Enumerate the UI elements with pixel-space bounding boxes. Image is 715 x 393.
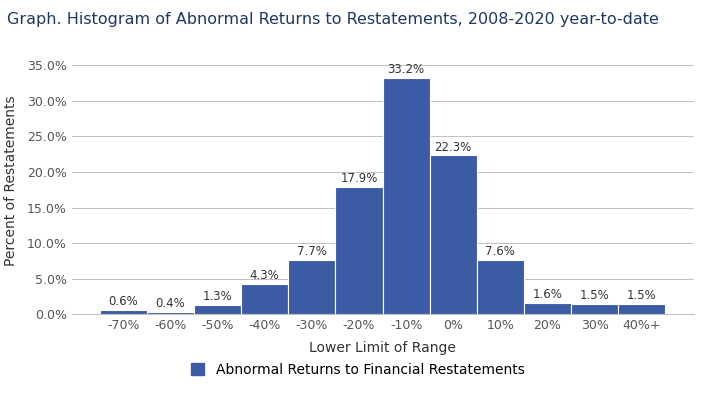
Bar (288, 259, 335, 314)
Text: 0.6%: 0.6% (109, 296, 138, 309)
Bar (571, 304, 618, 314)
Bar (477, 260, 524, 314)
Text: 33.2%: 33.2% (388, 63, 425, 76)
Bar (100, 310, 147, 314)
Legend: Abnormal Returns to Financial Restatements: Abnormal Returns to Financial Restatemen… (185, 357, 530, 382)
Text: 1.5%: 1.5% (627, 289, 656, 302)
Bar (383, 78, 430, 314)
Text: 22.3%: 22.3% (435, 141, 472, 154)
Text: 7.7%: 7.7% (297, 245, 327, 258)
Text: 1.5%: 1.5% (580, 289, 609, 302)
Text: Graph. Histogram of Abnormal Returns to Restatements, 2008-2020 year-to-date: Graph. Histogram of Abnormal Returns to … (7, 12, 659, 27)
Bar (147, 312, 194, 314)
Bar (335, 187, 383, 314)
Bar (430, 156, 477, 314)
Text: 17.9%: 17.9% (340, 172, 378, 185)
Bar (524, 303, 571, 314)
Y-axis label: Percent of Restatements: Percent of Restatements (4, 95, 19, 266)
Text: 1.3%: 1.3% (203, 290, 232, 303)
Text: 4.3%: 4.3% (250, 269, 280, 282)
Text: 0.4%: 0.4% (156, 297, 185, 310)
Bar (194, 305, 241, 314)
Bar (241, 284, 288, 314)
X-axis label: Lower Limit of Range: Lower Limit of Range (309, 341, 456, 354)
Text: 1.6%: 1.6% (533, 288, 563, 301)
Bar (618, 304, 665, 314)
Text: 7.6%: 7.6% (485, 246, 516, 259)
